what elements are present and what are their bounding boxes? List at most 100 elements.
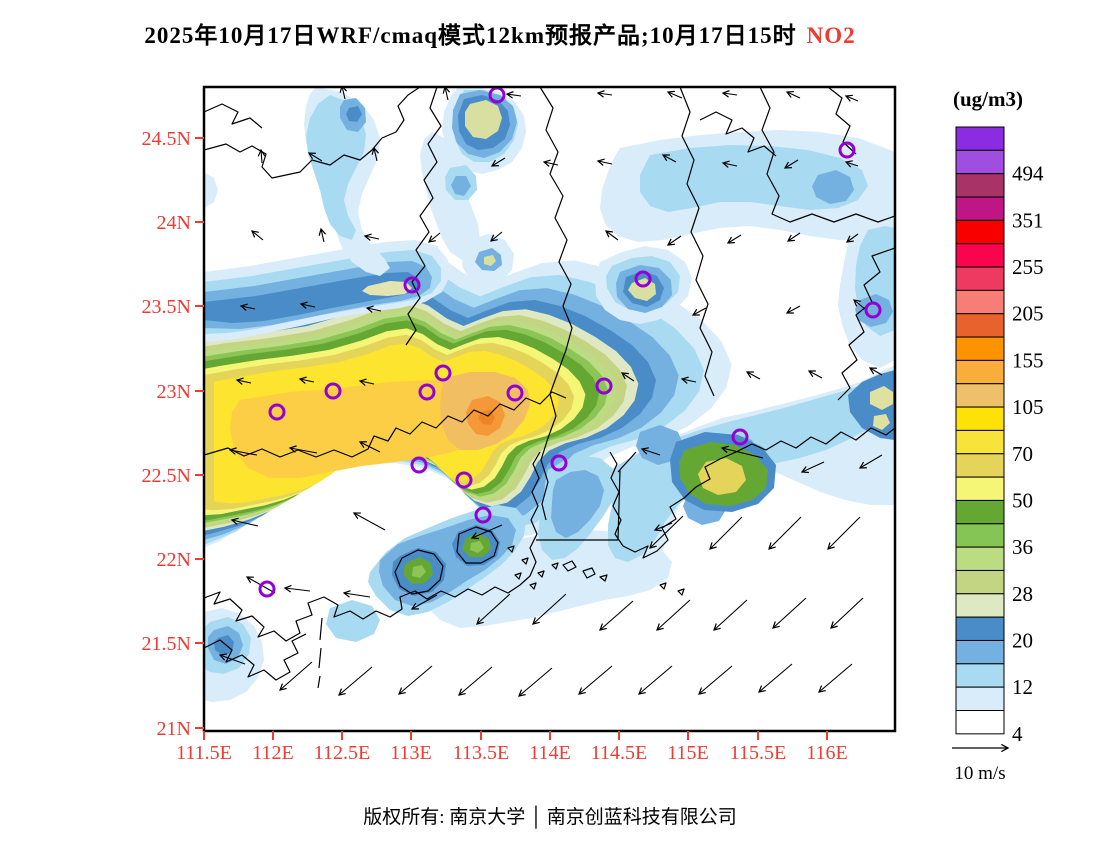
legend-band xyxy=(955,499,1005,525)
legend-band xyxy=(955,476,1005,501)
wind-vector xyxy=(772,597,807,629)
contour-patch xyxy=(204,272,419,323)
contour-patch xyxy=(812,170,854,204)
wind-vector xyxy=(235,377,252,385)
wind-vector xyxy=(758,663,793,693)
copyright-separator: │ xyxy=(529,807,543,828)
wind-vector xyxy=(358,378,375,386)
legend-value: 205 xyxy=(1012,302,1044,326)
legend-band xyxy=(955,406,1005,431)
lon-label: 112.5E xyxy=(314,742,370,764)
contour-patch xyxy=(870,386,893,410)
coastline-border xyxy=(699,111,777,157)
wind-vector xyxy=(410,594,438,610)
legend-band xyxy=(955,313,1005,338)
city-marker xyxy=(864,301,882,319)
city-marker xyxy=(268,403,286,421)
contour-patch xyxy=(306,95,366,240)
coastline-border xyxy=(536,469,621,541)
map-contours xyxy=(204,87,895,702)
lon-label: 115.5E xyxy=(730,742,786,764)
wind-vector xyxy=(768,516,802,550)
colorbar-legend: 494 351 255 205 155 105 70 50 36 28 20 12 4 xyxy=(955,126,1044,746)
wind-vector xyxy=(299,301,316,309)
coastline-border xyxy=(507,545,515,553)
wind-ref-label: 10 m/s xyxy=(954,763,1005,784)
wind-vector xyxy=(620,372,635,382)
coastline-border xyxy=(204,391,567,458)
wind-vector xyxy=(228,447,258,456)
wind-vector xyxy=(853,299,866,310)
wind-vector xyxy=(868,367,883,376)
coastline-border xyxy=(529,582,537,590)
lon-label: 111.5E xyxy=(176,742,232,764)
city-marker xyxy=(838,141,856,159)
wind-vector xyxy=(318,227,327,243)
wind-vector xyxy=(298,376,315,384)
wind-vector xyxy=(827,516,861,550)
city-marker xyxy=(550,454,568,472)
coastline-border xyxy=(204,103,263,129)
legend-band xyxy=(955,289,1005,315)
city-marker xyxy=(258,580,276,598)
wind-vector xyxy=(596,158,613,166)
coastline-border xyxy=(759,87,895,223)
wind-vector xyxy=(218,653,246,665)
contour-patch xyxy=(470,541,484,553)
coastline-border xyxy=(521,557,529,565)
wind-vector xyxy=(578,665,613,695)
legend-value: 28 xyxy=(1012,582,1033,606)
legend-value: 494 xyxy=(1012,162,1044,186)
wind-vector xyxy=(470,524,503,540)
legend-band xyxy=(955,663,1005,688)
coastline-border xyxy=(551,562,559,570)
wind-vector xyxy=(680,376,697,384)
contour-patch xyxy=(608,376,895,562)
wind-vector xyxy=(596,90,613,98)
contour-patch xyxy=(346,106,362,122)
coastline-border xyxy=(394,549,444,595)
legend-band xyxy=(955,266,1005,291)
lat-label: 24N xyxy=(157,212,191,234)
wind-vector xyxy=(371,146,380,162)
wind-vector xyxy=(800,461,825,474)
legend-band xyxy=(955,453,1005,478)
coastline-border xyxy=(599,574,608,582)
legend-value: 50 xyxy=(1012,488,1033,512)
contour-patch xyxy=(204,172,218,208)
contour-patch xyxy=(873,414,890,430)
wind-vector xyxy=(428,232,441,243)
coastline-border xyxy=(562,560,577,572)
city-marker xyxy=(506,384,524,402)
wind-vector xyxy=(279,661,313,691)
wind-vector xyxy=(352,512,386,531)
city-marker xyxy=(410,456,428,474)
legend-value: 4 xyxy=(1012,722,1023,746)
lon-label: 114E xyxy=(529,742,570,764)
legend-band xyxy=(955,149,1005,175)
city-marker xyxy=(418,383,436,401)
wind-vector xyxy=(785,305,801,314)
legend-band xyxy=(955,383,1005,408)
legend-value: 105 xyxy=(1012,395,1044,419)
wind-vector xyxy=(307,152,323,162)
city-marker xyxy=(474,506,492,524)
wind-vector xyxy=(709,516,743,550)
coastline-border xyxy=(405,87,442,346)
coastline-border xyxy=(679,87,715,397)
wind-vector xyxy=(721,90,738,98)
legend-band xyxy=(955,219,1005,245)
coastline-border xyxy=(617,451,637,473)
wind-vector xyxy=(691,307,707,316)
contour-patch xyxy=(326,600,380,642)
wind-vector xyxy=(786,232,801,242)
coastline-border xyxy=(539,87,573,521)
legend-band xyxy=(955,686,1005,711)
coastline-border xyxy=(319,617,323,641)
legend-value: 20 xyxy=(1012,628,1033,652)
wind-vector xyxy=(542,159,559,167)
wind-vector xyxy=(666,90,683,99)
